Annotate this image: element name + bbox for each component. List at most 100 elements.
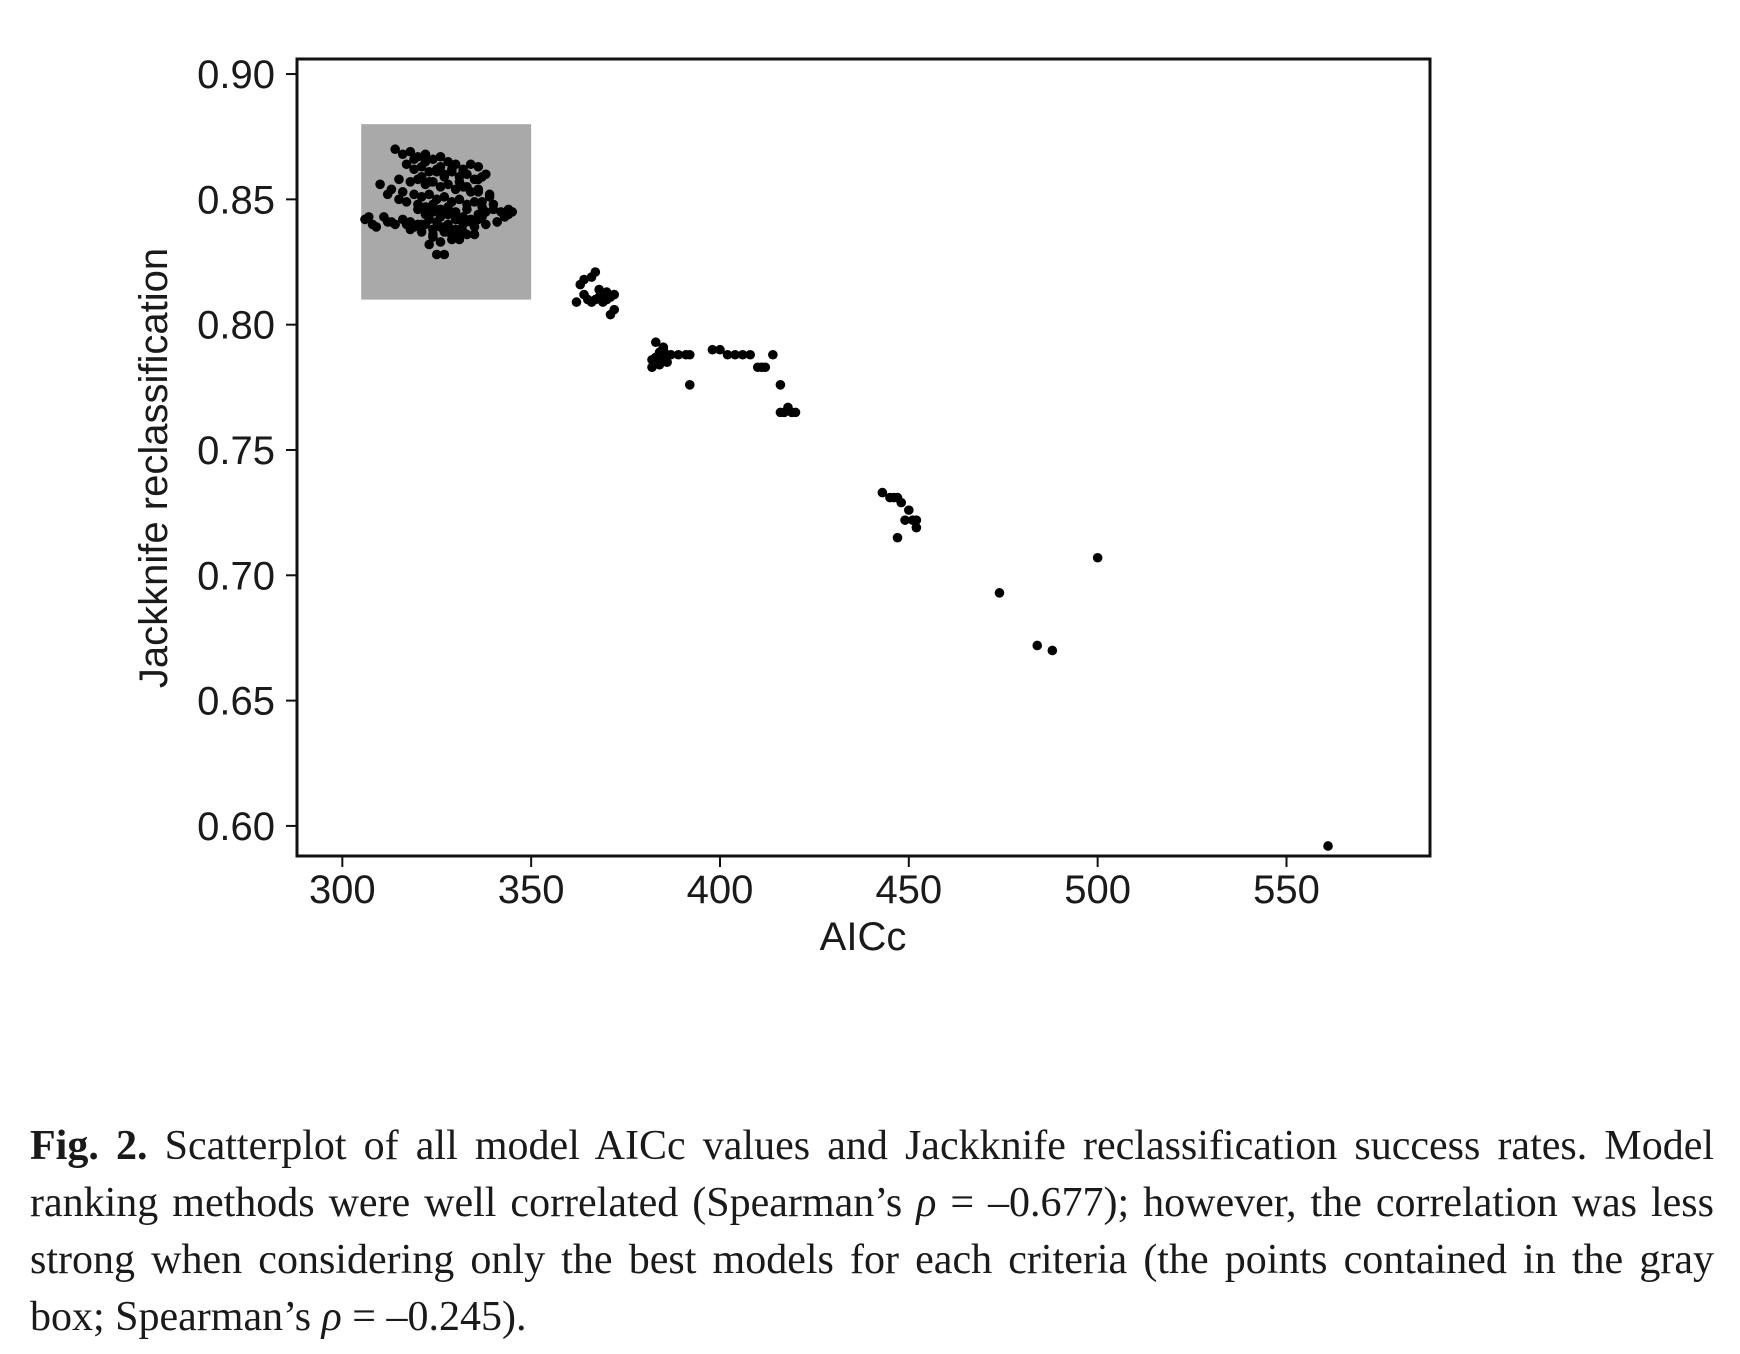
data-point [409,154,419,165]
x-tick-label: 450 [875,868,942,912]
y-axis: 0.60 0.65 0.70 0.75 0.80 0.85 0.90 [197,53,297,849]
data-point [896,497,907,508]
data-point [458,219,468,230]
scatter-plot: 300 350 400 450 500 550 0.600.650.700.750.800… [132,53,1432,959]
x-tick-label: 500 [1064,868,1131,912]
data-point [775,380,786,390]
data-point [662,357,672,368]
data-point [454,177,465,187]
data-point [416,219,427,230]
data-point [416,227,427,237]
data-point [1323,841,1333,851]
data-point [496,207,506,217]
data-point [647,354,657,365]
data-point [1092,552,1103,563]
scatter-figure: 300 350 400 450 500 550 0.60 0.65 0.70 0.75 0.80 0… [132,53,1432,959]
data-point [458,166,468,177]
data-point [1047,645,1058,656]
data-point [439,249,450,260]
data-point [443,156,453,167]
x-axis-title: AICc [820,915,907,959]
data-point [590,267,601,277]
data-point [428,154,438,165]
data-point [484,192,495,202]
data-point [394,194,404,205]
data-point [371,222,382,232]
data-point [465,159,476,170]
x-axis: 300 350 400 450 500 550 [309,856,1320,912]
data-point [390,219,400,230]
data-point [424,166,434,177]
data-point [994,588,1005,598]
data-point [450,207,461,217]
data-point [707,344,718,355]
data-point [409,189,419,200]
data-point [435,151,446,162]
data-point [443,209,453,220]
data-point [431,249,442,260]
data-point [363,212,374,222]
data-point [462,204,472,215]
data-point [424,239,434,250]
data-point [439,192,450,202]
data-point [673,349,684,360]
data-point [477,212,487,222]
x-tick-label: 550 [1253,868,1320,912]
data-point [756,362,767,373]
data-point [715,344,725,355]
data-point [401,197,412,207]
data-point [730,349,740,360]
data-point [790,407,801,418]
y-axis-title: Jackknife reclassification [132,248,176,688]
data-point [473,187,484,197]
data-point [594,284,604,295]
data-point [420,156,431,167]
data-point [469,222,480,232]
data-point [911,515,922,525]
caption-text-1: Scatterplot of all model AICc values and… [30,1123,1715,1226]
plot-frame [295,57,1432,858]
data-point [428,232,438,242]
data-point [382,189,393,200]
data-point [684,380,695,390]
x-tick-label: 400 [687,868,754,912]
data-point [413,204,423,215]
data-point [503,209,514,220]
data-point [892,532,903,543]
data-point [454,234,465,245]
data-point [397,187,408,197]
data-point [654,359,665,370]
data-point [900,515,910,525]
data-point [745,349,755,360]
data-point [439,227,450,237]
data-point [397,149,408,160]
data-point [420,149,431,160]
caption-rho-1: ρ [916,1180,937,1226]
data-point [877,487,888,498]
data-point [473,161,484,172]
data-point [492,217,502,227]
data-point [390,144,400,155]
y-tick-label: 0.85 [197,178,275,222]
data-point [382,217,393,227]
data-point [405,146,416,157]
y-tick-label: 0.60 [197,805,275,849]
data-point [722,349,733,360]
x-tick-label: 300 [309,868,376,912]
data-point [394,174,404,185]
caption-text-3: = –0.245). [341,1294,527,1340]
data-point [477,197,487,207]
data-point [654,352,665,363]
data-point [435,182,446,192]
data-point [416,192,427,202]
data-point [424,177,434,187]
data-point [768,349,778,360]
data-point [458,227,468,237]
data-point [469,197,480,207]
data-point [435,161,446,172]
data-point [473,174,484,185]
data-point [435,204,446,215]
data-point [650,337,661,348]
data-point [601,287,612,297]
data-point [450,184,461,195]
